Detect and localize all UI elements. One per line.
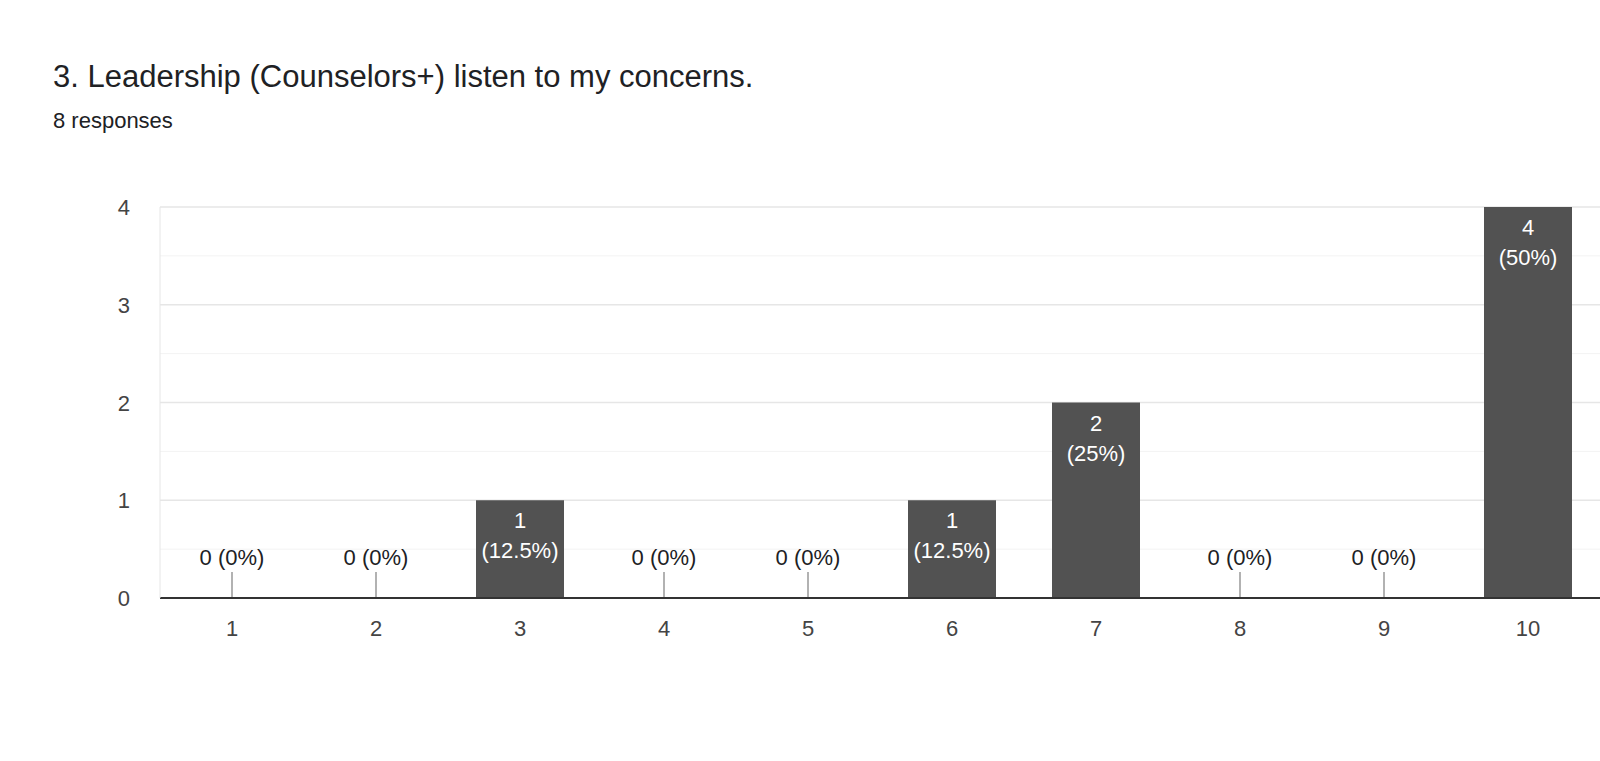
grid-line — [160, 402, 1600, 404]
title: 3. Leadership (Counselors+) listen to my… — [53, 59, 753, 94]
label-leader — [663, 572, 665, 598]
data-label: 0 (0%) — [632, 545, 697, 570]
data-label: 0 (0%) — [776, 545, 841, 570]
data-label: 0 (0%) — [1208, 545, 1273, 570]
subtitle: 8 responses — [53, 108, 173, 133]
x-tick-label: 9 — [1378, 616, 1390, 641]
label-leader — [807, 572, 809, 598]
data-label-line: 1 — [514, 508, 526, 533]
label-leader — [1239, 572, 1241, 598]
data-label-line: (50%) — [1499, 245, 1558, 270]
y-tick-label: 4 — [118, 195, 130, 220]
minor-grid-line — [160, 353, 1600, 354]
x-tick-label: 3 — [514, 616, 526, 641]
data-label: 1 (12.5%) — [481, 508, 558, 563]
chart-container: 3. Leadership (Counselors+) listen to my… — [0, 0, 1600, 761]
minor-grid-line — [160, 451, 1600, 452]
data-label: 4 (50%) — [1499, 215, 1558, 270]
y-tick-label: 1 — [118, 488, 130, 513]
data-label: 1 (12.5%) — [913, 508, 990, 563]
grid-line — [160, 500, 1600, 502]
data-label-line: (25%) — [1067, 441, 1126, 466]
data-label: 0 (0%) — [1352, 545, 1417, 570]
minor-grid-line — [160, 255, 1600, 256]
data-label-line: (12.5%) — [481, 538, 558, 563]
x-tick-label: 8 — [1234, 616, 1246, 641]
data-labels: 0 (0%) 0 (0%) 1 (12.5%) 0 (0%) 0 (0%) 1 (12.5%)… — [200, 215, 1558, 598]
label-leader — [375, 572, 377, 598]
bar — [1052, 403, 1140, 599]
x-tick-label: 1 — [226, 616, 238, 641]
grid-line — [160, 597, 1600, 599]
y-tick-label: 0 — [118, 586, 130, 611]
data-label: 2 (25%) — [1067, 411, 1126, 466]
x-axis-line — [160, 597, 1600, 599]
data-label: 0 (0%) — [200, 545, 265, 570]
grid-line — [160, 304, 1600, 306]
chart-svg: 3. Leadership (Counselors+) listen to my… — [0, 0, 1600, 761]
bar — [1484, 207, 1572, 598]
grid-line — [160, 206, 1600, 208]
bar — [476, 500, 564, 598]
label-leader — [1383, 572, 1385, 598]
data-label-line: (12.5%) — [913, 538, 990, 563]
x-tick-label: 5 — [802, 616, 814, 641]
data-label-line: 2 — [1090, 411, 1102, 436]
x-tick-label: 10 — [1516, 616, 1540, 641]
bar — [908, 500, 996, 598]
x-tick-label: 4 — [658, 616, 670, 641]
x-tick-label: 7 — [1090, 616, 1102, 641]
bars — [476, 207, 1572, 598]
y-axis-line — [160, 207, 161, 598]
label-leader — [231, 572, 233, 598]
data-label-line: 4 — [1522, 215, 1534, 240]
y-tick-label: 3 — [118, 293, 130, 318]
data-label: 0 (0%) — [344, 545, 409, 570]
x-tick-label: 2 — [370, 616, 382, 641]
data-label-line: 1 — [946, 508, 958, 533]
x-tick-label: 6 — [946, 616, 958, 641]
y-tick-label: 2 — [118, 391, 130, 416]
